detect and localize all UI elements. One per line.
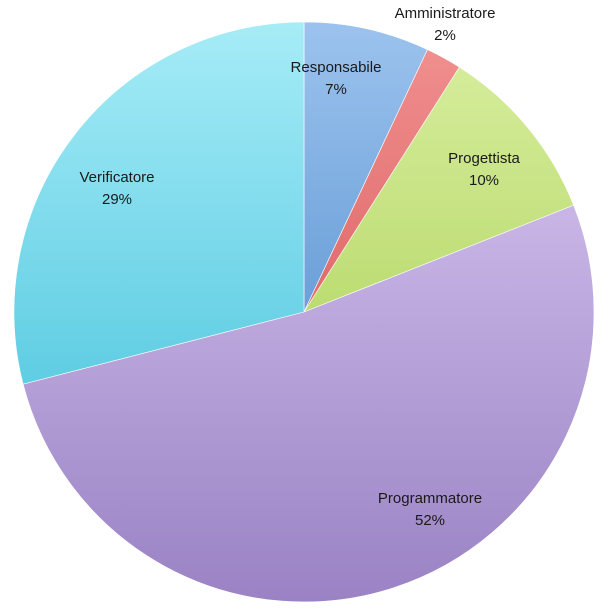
slice-label-progettista: Progettista xyxy=(448,150,520,167)
slices-layer xyxy=(13,21,595,603)
slice-value-amministratore: 2% xyxy=(434,27,456,44)
pie-slice-responsabile xyxy=(303,21,428,313)
pie-slice-programmatore xyxy=(22,204,595,603)
pie-slice-verificatore xyxy=(13,21,305,385)
slice-value-responsabile: 7% xyxy=(325,81,347,98)
slice-value-programmatore: 52% xyxy=(415,512,445,529)
slice-label-programmatore: Programmatore xyxy=(378,490,482,507)
slice-label-amministratore: Amministratore xyxy=(395,5,496,22)
pie-slice-progettista xyxy=(303,66,575,313)
slice-value-verificatore: 29% xyxy=(102,191,132,208)
slice-label-responsabile: Responsabile xyxy=(291,59,382,76)
labels-layer: Responsabile 7% Amministratore 2% Progettist… xyxy=(79,5,520,529)
slice-label-verificatore: Verificatore xyxy=(79,169,154,186)
slice-value-progettista: 10% xyxy=(469,172,499,189)
